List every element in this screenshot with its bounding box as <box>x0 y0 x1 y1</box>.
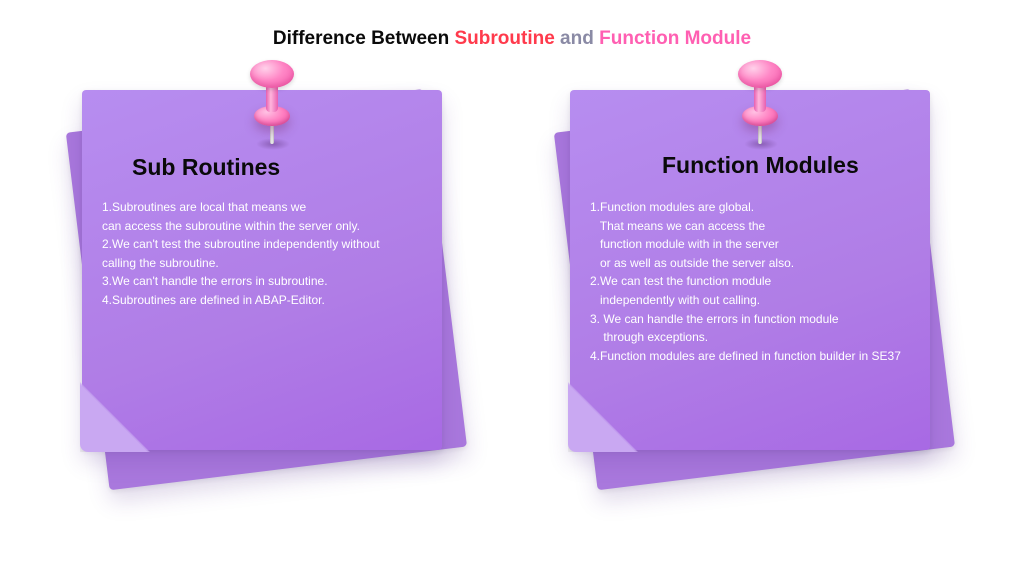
page-title: Difference Between Subroutine and Functi… <box>0 0 1024 50</box>
note-line: can access the subroutine within the ser… <box>102 217 432 236</box>
note-line: 3.We can't handle the errors in subrouti… <box>102 272 432 291</box>
sticky-note-function-modules: Function Modules 1.Function modules are … <box>570 90 950 470</box>
note-line: 2.We can test the function module <box>590 272 920 291</box>
pushpin-icon <box>242 60 302 150</box>
note-line: 4.Function modules are defined in functi… <box>590 347 920 366</box>
note-line: function module with in the server <box>590 235 920 254</box>
note-line: calling the subroutine. <box>102 254 432 273</box>
note-body: 1.Function modules are global. That mean… <box>590 198 920 365</box>
note-line: 1.Function modules are global. <box>590 198 920 217</box>
note-line: 2.We can't test the subroutine independe… <box>102 235 432 254</box>
note-heading: Function Modules <box>662 152 859 179</box>
note-line: or as well as outside the server also. <box>590 254 920 273</box>
notes-container: Sub Routines 1.Subroutines are local tha… <box>0 50 1024 570</box>
note-line: through exceptions. <box>590 328 920 347</box>
note-line: 4.Subroutines are defined in ABAP-Editor… <box>102 291 432 310</box>
title-part-1: Difference Between <box>273 28 455 49</box>
pushpin-icon <box>730 60 790 150</box>
sticky-note-subroutines: Sub Routines 1.Subroutines are local tha… <box>82 90 462 470</box>
title-part-4: Function Module <box>599 28 751 49</box>
note-body: 1.Subroutines are local that means we ca… <box>102 198 432 310</box>
title-part-2: Subroutine <box>455 28 555 49</box>
note-heading: Sub Routines <box>132 154 280 181</box>
note-line: 3. We can handle the errors in function … <box>590 310 920 329</box>
note-line: 1.Subroutines are local that means we <box>102 198 432 217</box>
note-line: independently with out calling. <box>590 291 920 310</box>
note-line: That means we can access the <box>590 217 920 236</box>
title-part-3: and <box>555 28 599 49</box>
